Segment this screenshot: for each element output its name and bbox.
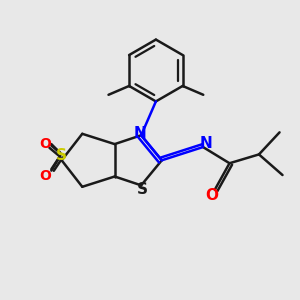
Text: N: N: [133, 126, 146, 141]
Text: O: O: [40, 169, 51, 184]
Text: O: O: [40, 137, 51, 151]
Text: S: S: [56, 148, 67, 164]
Text: S: S: [137, 182, 148, 197]
Text: N: N: [200, 136, 212, 151]
Text: O: O: [205, 188, 218, 202]
